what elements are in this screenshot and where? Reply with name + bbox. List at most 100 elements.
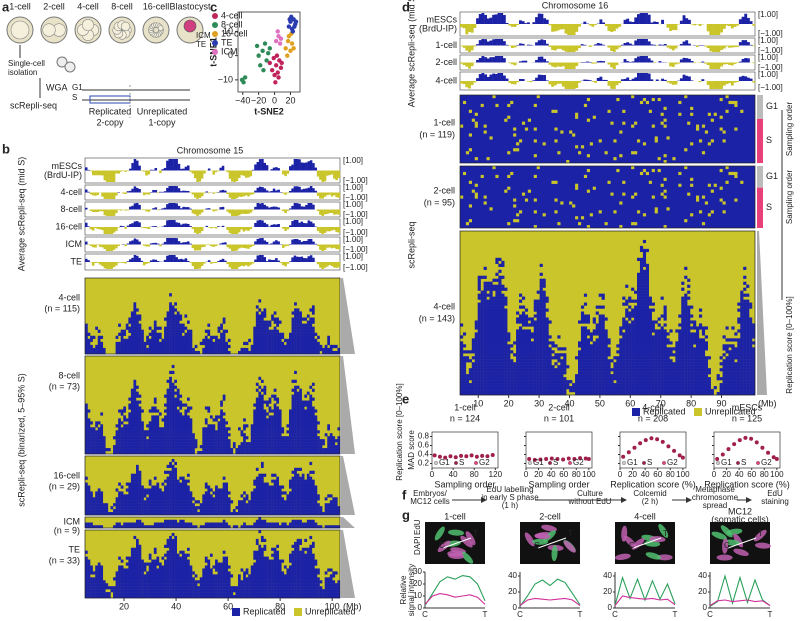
heatmap-cell: [95, 350, 98, 355]
heatmap-cell: [311, 479, 315, 483]
heatmap-cell: [248, 577, 251, 581]
heatmap-cell: [202, 586, 206, 590]
heatmap-cell: [283, 565, 287, 569]
heatmap-cell: [133, 509, 137, 513]
heatmap-cell: [304, 448, 308, 452]
heatmap-cell: [102, 439, 106, 443]
heatmap-cell: [286, 448, 290, 452]
heatmap-cell: [222, 565, 226, 569]
heatmap-cell: [174, 439, 177, 443]
heatmap-cell: [299, 589, 302, 593]
heatmap-cell: [146, 350, 149, 355]
heatmap-cell: [174, 403, 177, 407]
track-bar: [168, 255, 171, 262]
heatmap-cell: [179, 574, 183, 578]
heatmap-cell: [212, 577, 216, 581]
heatmap-cell: [220, 574, 223, 578]
heatmap-cell: [107, 512, 111, 516]
track-bar: [156, 192, 160, 194]
heatmap-cell: [291, 317, 295, 321]
heatmap-cell: [334, 586, 338, 590]
heatmap-cell: [166, 479, 170, 483]
heatmap-cell: [148, 500, 152, 504]
heatmap-cell: [204, 344, 208, 349]
heatmap-cell: [85, 344, 88, 349]
heatmap-cell: [291, 445, 295, 449]
heatmap-cell: [113, 445, 116, 449]
heatmap-cell: [334, 506, 338, 510]
heatmap-cell: [271, 574, 274, 578]
heatmap-cell: [179, 519, 183, 523]
heatmap-cell: [133, 320, 137, 324]
track-bar: [133, 238, 137, 245]
heatmap-cell: [158, 448, 162, 452]
heatmap-cell: [248, 509, 251, 513]
heatmap-cell: [176, 415, 180, 419]
isolation-label: isolation: [8, 68, 37, 77]
track-bar: [161, 208, 165, 210]
heatmap-cell: [184, 512, 188, 516]
heatmap-cell: [92, 433, 96, 437]
heatmap-cell: [306, 571, 310, 575]
heatmap-cell: [146, 574, 149, 578]
heatmap-cell: [276, 347, 279, 352]
heatmap-cell: [209, 574, 213, 578]
heatmap-cell: [171, 344, 175, 349]
heatmap-cell: [212, 335, 216, 339]
heatmap-cell: [133, 436, 137, 440]
heatmap-cell: [324, 350, 328, 355]
heatmap-cell: [273, 329, 277, 333]
heatmap-cell: [260, 451, 264, 455]
heatmap-cell: [227, 512, 231, 516]
heatmap-cell: [85, 412, 88, 416]
heatmap-cell: [273, 344, 277, 349]
track-bar: [321, 244, 324, 251]
plot-frame: [237, 11, 301, 93]
heatmap-cell: [95, 433, 98, 437]
heatmap-cell: [276, 574, 279, 578]
track-bar: [284, 244, 287, 247]
heatmap-cell: [141, 574, 144, 578]
heatmap-cell: [115, 344, 119, 349]
heatmap-cell: [222, 341, 226, 346]
heatmap-cell: [128, 439, 132, 443]
heatmap-cell: [227, 509, 231, 513]
heatmap-cell: [133, 311, 137, 315]
heatmap-cell: [118, 482, 121, 486]
heatmap-cell: [309, 586, 313, 590]
track-bar: [124, 262, 127, 264]
heatmap-cell: [176, 479, 180, 483]
heatmap-cell: [258, 427, 262, 431]
heatmap-cell: [212, 442, 216, 446]
track-bar: [163, 207, 167, 210]
heatmap-cell: [263, 506, 267, 510]
heatmap-cell: [250, 568, 254, 572]
heatmap-cell: [123, 350, 126, 355]
heatmap-cell: [255, 347, 259, 352]
track-bar: [270, 259, 273, 262]
heatmap-cell: [266, 562, 269, 566]
heatmap-cell: [136, 485, 139, 489]
heatmap-cell: [253, 412, 257, 416]
heatmap-cell: [123, 347, 126, 352]
heatmap-cell: [222, 589, 226, 593]
heatmap-cell: [128, 562, 132, 566]
heatmap-cell: [276, 332, 279, 336]
heatmap-cell: [176, 580, 180, 584]
heatmap-cell: [301, 436, 305, 440]
heatmap-cell: [118, 332, 121, 336]
track-bar: [105, 262, 109, 269]
track-bar: [228, 170, 232, 179]
heatmap-cell: [294, 503, 297, 507]
heatmap-cell: [238, 350, 241, 355]
heatmap-cell: [271, 335, 274, 339]
heatmap-cell: [227, 344, 231, 349]
heatmap-cell: [123, 497, 126, 501]
heatmap-cell: [209, 415, 213, 419]
heatmap-cell: [181, 522, 185, 526]
heatmap-cell: [164, 509, 167, 513]
track-bar: [142, 262, 146, 266]
heatmap-cell: [100, 350, 104, 355]
track-bar: [235, 209, 239, 216]
track-bar: [180, 258, 183, 262]
